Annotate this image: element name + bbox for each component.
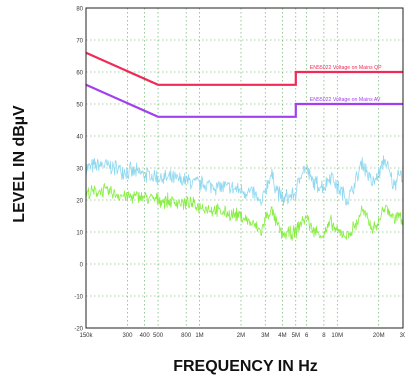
x-tick-label: 4M [278, 333, 286, 339]
x-tick-label: 1M [195, 333, 203, 339]
y-tick-label: -10 [74, 295, 83, 301]
x-tick-label: 800 [181, 333, 192, 339]
y-tick-label: 40 [76, 135, 83, 141]
y-axis-title: LEVEL IN dBµV [11, 105, 28, 223]
y-tick-labels: -20 -10 0 10 20 30 40 50 60 70 80 [74, 7, 83, 333]
limit-line-1 [85, 83, 403, 118]
x-tick-label: 500 [153, 333, 164, 339]
y-tick-label: 50 [76, 103, 83, 109]
x-tick-labels: 150k 300 400 500 800 1M 2M 3M 4M 5M 6 8 10M 20M 30 [79, 333, 405, 339]
y-tick-label: 70 [76, 39, 83, 45]
annotation-1: EN55022 Voltage on Mains AV [310, 97, 381, 103]
x-tick-label: 8 [322, 333, 326, 339]
annotation-0: EN55022 Voltage on Mains QP [310, 65, 382, 71]
x-tick-label: 5M [292, 333, 300, 339]
y-tick-label: 10 [76, 231, 83, 237]
y-tick-label: 60 [76, 71, 83, 77]
x-tick-label: 3M [261, 333, 269, 339]
plot-border [85, 7, 404, 329]
x-tick-label: 6 [305, 333, 309, 339]
limit-annotations: EN55022 Voltage on Mains QP EN55022 Volta… [310, 65, 382, 103]
measurement-trace-3 [85, 183, 404, 241]
plot-frame [85, 7, 404, 329]
y-tick-label: -20 [74, 327, 83, 333]
y-tick-label: 0 [80, 263, 84, 269]
x-tick-label: 10M [331, 333, 343, 339]
y-tick-label: 20 [76, 199, 83, 205]
x-tick-label: 150k [79, 333, 93, 339]
x-axis-title: FREQUENCY IN Hz [173, 358, 318, 375]
x-tick-label: 400 [140, 333, 151, 339]
limit-line-0 [85, 51, 403, 86]
x-tick-label: 2M [237, 333, 245, 339]
x-tick-label: 20M [373, 333, 385, 339]
x-tick-label: 30 [400, 333, 405, 339]
y-tick-label: 80 [76, 7, 83, 13]
series-group [85, 51, 404, 241]
x-tick-label: 300 [122, 333, 133, 339]
measurement-trace-2 [85, 155, 404, 206]
y-tick-label: 30 [76, 167, 83, 173]
